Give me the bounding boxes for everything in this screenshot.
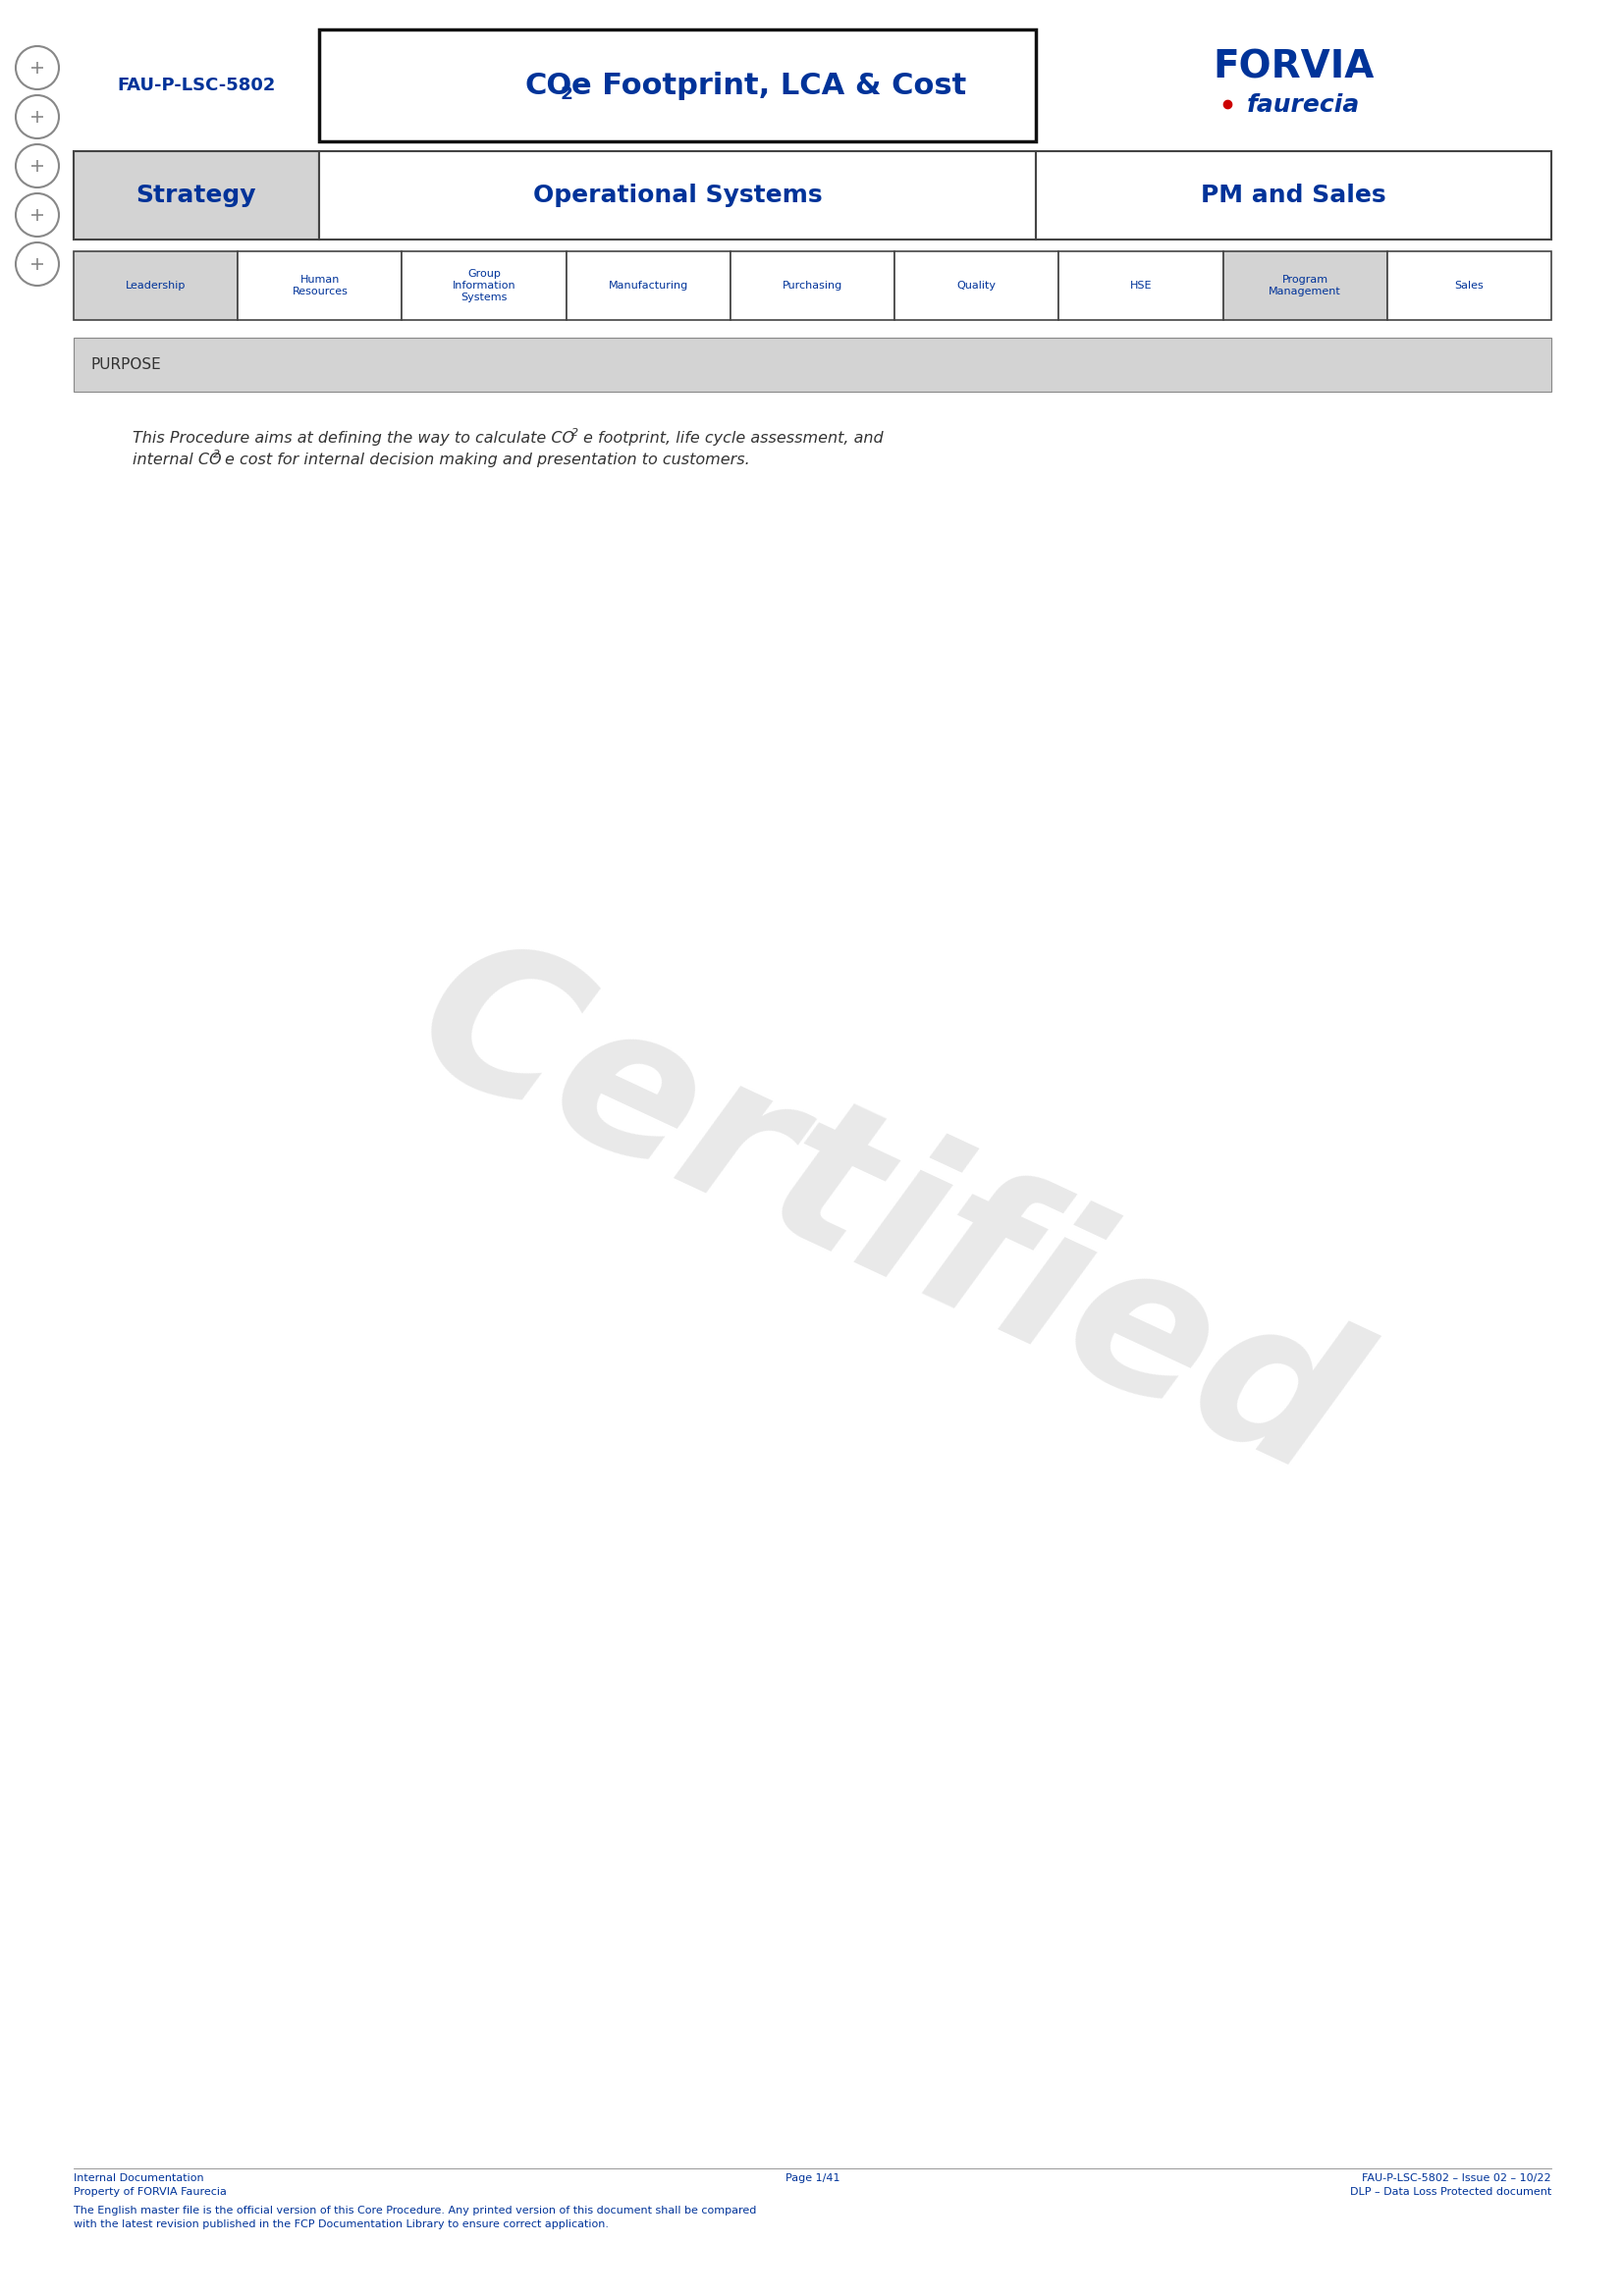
Text: CO: CO (525, 71, 573, 99)
Bar (895, 250, 1059, 319)
Bar (73, 338, 1551, 393)
Text: 2: 2 (560, 85, 572, 103)
Text: Group
Information
Systems: Group Information Systems (453, 269, 516, 303)
Text: Operational Systems: Operational Systems (533, 184, 822, 207)
Text: Manufacturing: Manufacturing (609, 280, 689, 292)
Text: with the latest revision published in the FCP Documentation Library to ensure co: with the latest revision published in th… (73, 2220, 609, 2229)
Bar (1223, 250, 1387, 319)
Text: 2: 2 (572, 427, 578, 439)
Bar (73, 152, 318, 239)
Text: Internal Documentation: Internal Documentation (73, 2174, 205, 2183)
Bar (1059, 250, 1223, 319)
Text: Program
Management: Program Management (1268, 276, 1341, 296)
Text: 2: 2 (213, 450, 221, 459)
Bar (403, 250, 567, 319)
Text: Leadership: Leadership (125, 280, 185, 292)
Text: Page 1/41: Page 1/41 (786, 2174, 840, 2183)
Bar (731, 250, 895, 319)
Bar (1387, 250, 1551, 319)
Text: internal CO: internal CO (133, 452, 221, 468)
Text: Human
Resources: Human Resources (292, 276, 348, 296)
Text: PM and Sales: PM and Sales (1202, 184, 1387, 207)
Text: FAU-P-LSC-5802: FAU-P-LSC-5802 (117, 76, 276, 94)
Text: faurecia: faurecia (1247, 94, 1359, 117)
Text: e Footprint, LCA & Cost: e Footprint, LCA & Cost (572, 71, 966, 99)
Text: Quality: Quality (957, 280, 996, 292)
Bar (318, 152, 1036, 239)
Bar (1036, 152, 1551, 239)
Bar (73, 250, 237, 319)
Text: FORVIA: FORVIA (1213, 48, 1374, 87)
Text: e footprint, life cycle assessment, and: e footprint, life cycle assessment, and (583, 432, 883, 445)
Text: Sales: Sales (1455, 280, 1484, 292)
Text: The English master file is the official version of this Core Procedure. Any prin: The English master file is the official … (73, 2206, 757, 2216)
Bar (567, 250, 731, 319)
Text: HSE: HSE (1130, 280, 1151, 292)
Text: PURPOSE: PURPOSE (91, 358, 162, 372)
Text: DLP – Data Loss Protected document: DLP – Data Loss Protected document (1350, 2188, 1551, 2197)
Text: Purchasing: Purchasing (783, 280, 843, 292)
Bar (318, 30, 1036, 142)
Text: FAU-P-LSC-5802 – Issue 02 – 10/22: FAU-P-LSC-5802 – Issue 02 – 10/22 (1363, 2174, 1551, 2183)
Text: e cost for internal decision making and presentation to customers.: e cost for internal decision making and … (224, 452, 750, 468)
Text: Strategy: Strategy (136, 184, 257, 207)
Bar (237, 250, 403, 319)
Text: This Procedure aims at defining the way to calculate CO: This Procedure aims at defining the way … (133, 432, 575, 445)
Text: Property of FORVIA Faurecia: Property of FORVIA Faurecia (73, 2188, 227, 2197)
Text: Certified: Certified (388, 914, 1380, 1518)
